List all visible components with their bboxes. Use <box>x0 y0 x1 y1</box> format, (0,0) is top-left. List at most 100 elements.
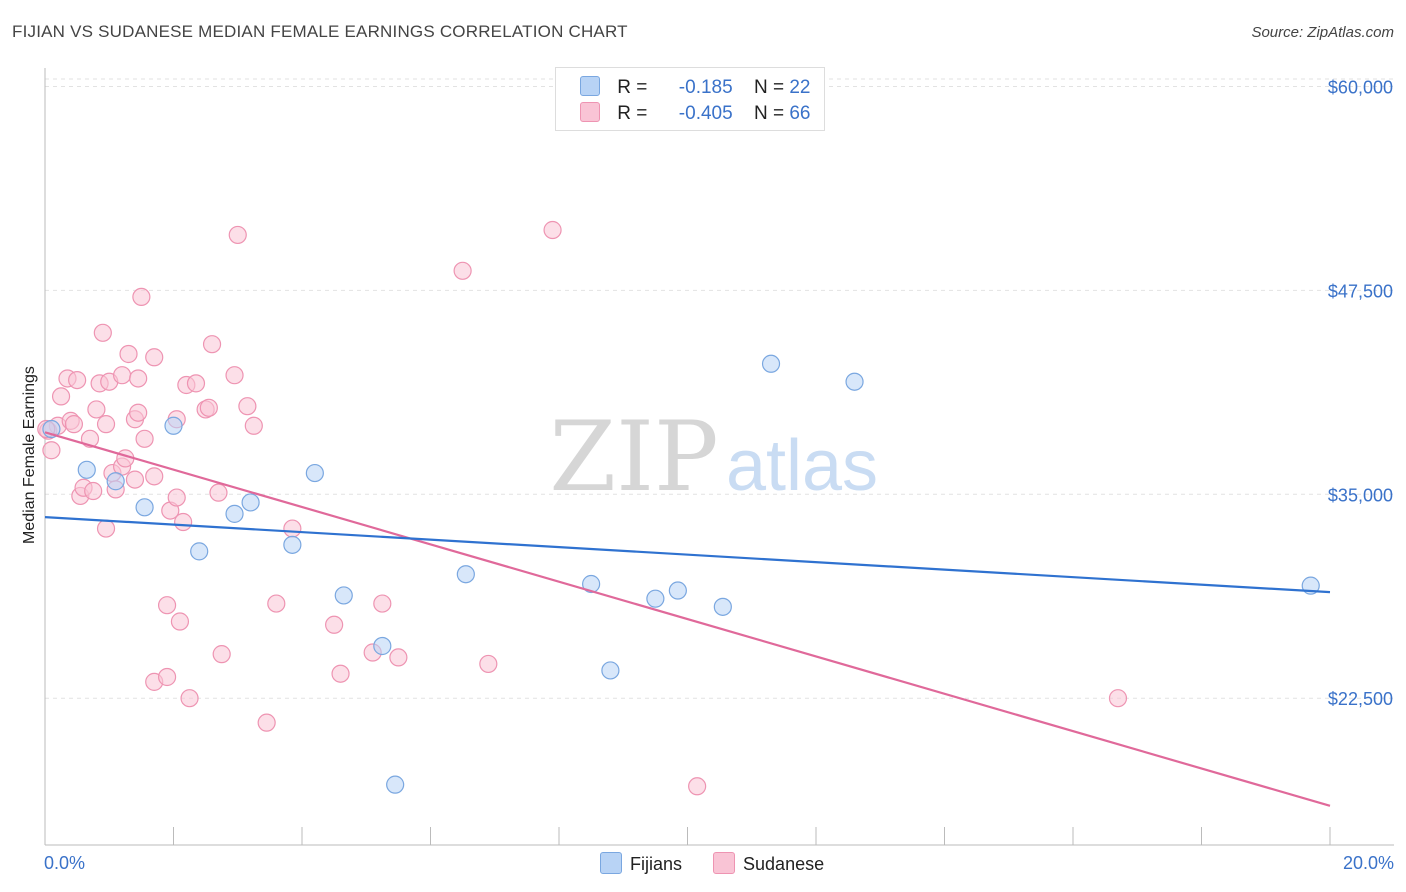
sudanese-point <box>257 713 276 732</box>
sudanese-point <box>129 403 148 422</box>
sudanese-point <box>68 370 87 390</box>
sudanese-point <box>373 594 392 613</box>
sudanese-point <box>157 667 177 687</box>
sudanese-point <box>135 429 154 448</box>
sudanese-point <box>96 415 116 434</box>
fijians-swatch-icon <box>600 852 622 874</box>
watermark: ZIP atlas <box>549 401 878 513</box>
fijian-point <box>601 661 620 680</box>
legend-item-fijians[interactable]: Fijians <box>600 852 682 875</box>
sudanese-point <box>87 400 106 419</box>
sudanese-point <box>267 594 286 613</box>
tick-labels: $22,500 $35,000 $47,500 $60,000 0.0% 20.0% <box>44 77 1394 873</box>
fijian-point <box>106 472 125 491</box>
sudanese-point <box>228 225 247 245</box>
fijian-point <box>164 416 183 435</box>
fijian-point <box>582 574 601 594</box>
sudanese-point <box>84 481 103 501</box>
sudanese-point <box>174 512 193 532</box>
source-label: Source: ZipAtlas.com <box>1251 24 1394 41</box>
legend-item-sudanese[interactable]: Sudanese <box>713 852 824 875</box>
sudanese-point <box>331 664 350 683</box>
watermark-zip: ZIP <box>549 401 718 513</box>
fijian-point <box>845 372 864 391</box>
sudanese-point <box>112 366 132 385</box>
sudanese-legend-swatch-icon <box>713 852 736 874</box>
legend-fijians-label: Fijians <box>630 854 683 874</box>
legend-row-fijian: R = -0.185 N = 22 <box>580 76 810 100</box>
sudanese-point <box>157 596 177 615</box>
x-tick-label-max: 20.0% <box>1343 853 1394 873</box>
sudanese-point <box>145 467 164 486</box>
fijian-point <box>334 586 353 605</box>
sudanese-point <box>453 261 472 280</box>
sudanese-point <box>145 348 164 367</box>
legend-row-sudanese: R = -0.405 N = 66 <box>580 102 810 126</box>
sudanese-point <box>244 416 263 435</box>
sudanese-point <box>212 645 231 664</box>
sudanese-point <box>186 374 206 393</box>
sudanese-point <box>167 488 186 507</box>
fijian-point <box>135 498 154 517</box>
sudanese-point <box>209 483 228 502</box>
sudanese-point <box>202 335 222 354</box>
x-tick-label-min: 0.0% <box>44 853 85 873</box>
sudanese-r-value: -0.405 <box>678 103 733 124</box>
fijian-n-value: 22 <box>789 77 811 98</box>
sudanese-point <box>132 287 151 306</box>
sudanese-point <box>96 519 116 538</box>
sudanese-point <box>125 470 145 489</box>
y-tick-label: $35,000 <box>1328 485 1393 505</box>
sudanese-point <box>64 415 84 434</box>
sudanese-point <box>42 441 61 460</box>
fijian-point <box>646 589 665 608</box>
sudanese-point <box>479 654 498 674</box>
sudanese-point <box>225 366 244 385</box>
data-points <box>37 220 1320 796</box>
sudanese-point <box>129 369 148 388</box>
sudanese-point <box>325 615 344 634</box>
sudanese-point <box>1108 689 1128 708</box>
trend-lines <box>44 431 1331 807</box>
sudanese-n-label: N = <box>753 103 785 124</box>
axes <box>44 68 1394 846</box>
fijian-r-label: R = <box>617 77 648 98</box>
fijian-point <box>241 493 260 512</box>
sudanese-n-value: 66 <box>789 103 811 124</box>
sudanese-point <box>688 777 707 796</box>
sudanese-trend-line <box>44 431 1331 807</box>
fijian-point <box>283 535 302 554</box>
fijian-swatch-icon <box>580 76 600 96</box>
sudanese-point <box>170 612 190 631</box>
fijian-point <box>386 775 405 794</box>
fijian-point <box>190 542 209 561</box>
sudanese-point <box>93 323 112 342</box>
sudanese-point <box>389 648 408 667</box>
y-tick-label: $22,500 <box>1328 689 1393 709</box>
legend-sudanese-label: Sudanese <box>743 854 825 874</box>
sudanese-swatch-icon <box>580 102 600 122</box>
fijian-point <box>225 504 244 523</box>
sudanese-point <box>119 344 138 364</box>
fijian-trend-line <box>44 516 1331 594</box>
fijian-point <box>373 636 392 656</box>
sudanese-point <box>543 220 562 240</box>
sudanese-point <box>199 398 218 417</box>
sudanese-point <box>238 397 257 416</box>
sudanese-point <box>283 519 302 538</box>
fijian-point <box>761 354 781 373</box>
fijian-point <box>668 581 687 600</box>
sudanese-r-label: R = <box>617 103 648 124</box>
fijian-point <box>77 460 96 479</box>
sudanese-point <box>51 387 71 406</box>
series-legend: Fijians Sudanese <box>600 852 850 875</box>
y-tick-label: $47,500 <box>1328 281 1393 301</box>
watermark-atlas: atlas <box>726 426 878 506</box>
correlation-legend: R = -0.185 N = 22 R = -0.405 N = 66 <box>555 67 825 131</box>
fijian-point <box>456 565 475 584</box>
chart-title: FIJIAN VS SUDANESE MEDIAN FEMALE EARNING… <box>12 22 628 41</box>
fijian-point <box>713 597 732 616</box>
fijian-r-value: -0.185 <box>678 77 733 98</box>
y-tick-label: $60,000 <box>1328 77 1393 97</box>
